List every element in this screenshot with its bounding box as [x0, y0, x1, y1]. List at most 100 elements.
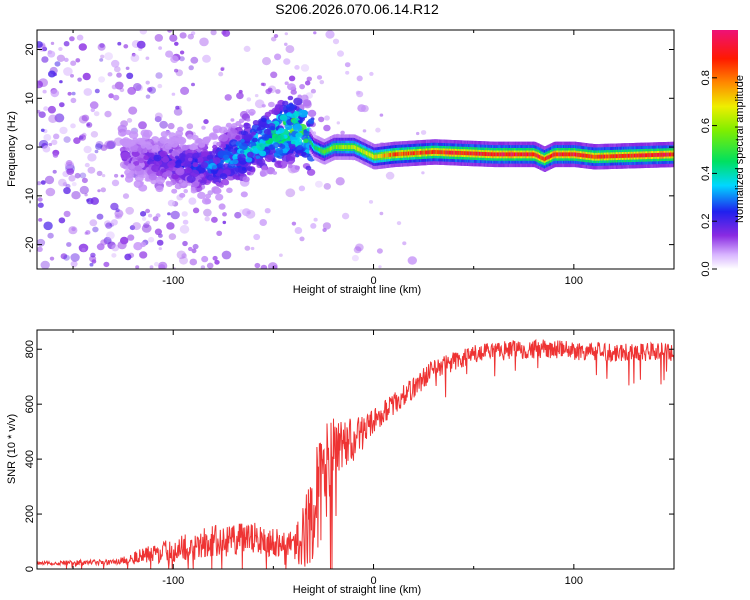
ridge-cell	[313, 144, 316, 149]
ridge-cell	[432, 150, 435, 154]
ridge-cell	[403, 151, 406, 156]
noise-blob	[84, 193, 88, 197]
noise-blob	[117, 41, 122, 46]
noise-blob	[148, 236, 155, 243]
noise-blob	[340, 130, 345, 135]
ridge-cell	[470, 151, 473, 156]
ridge-blob	[271, 134, 281, 142]
ridge-cell	[588, 154, 591, 159]
ridge-cell	[621, 154, 625, 158]
ridge-cell	[632, 153, 635, 158]
ridge-blob	[132, 157, 137, 162]
noise-blob	[111, 84, 118, 90]
snr-y-tick-label: 200	[24, 505, 36, 523]
ridge-cell	[587, 154, 590, 158]
ridge-blob	[190, 186, 196, 192]
noise-blob	[79, 185, 89, 195]
colorbar-tick-label: 0.6	[700, 118, 712, 133]
ridge-cell	[427, 150, 430, 155]
ridge-cell	[530, 152, 533, 157]
noise-blob	[323, 124, 331, 132]
noise-blob	[129, 225, 136, 231]
colorbar-tick-label: 0.8	[700, 70, 712, 85]
snr-panel: -100 0 100 0 200 400 600 800 Height of straight…	[6, 329, 675, 596]
noise-blob	[148, 86, 157, 94]
ridge-blob	[291, 119, 298, 124]
ridge-cell	[453, 150, 456, 155]
noise-blob	[173, 108, 183, 116]
noise-blob	[105, 222, 113, 229]
ridge-cell	[356, 146, 359, 151]
ridge-blob	[274, 160, 284, 168]
noise-blob	[117, 240, 127, 250]
ridge-cell	[606, 154, 609, 159]
snr-ticks: -100 0 100 0 200 400 600 800	[24, 330, 675, 587]
ridge-cell	[442, 150, 445, 155]
noise-blob	[315, 180, 323, 188]
ridge-cell	[332, 145, 335, 150]
noise-blob	[285, 188, 296, 198]
ridge-blob	[245, 157, 253, 163]
ridge-blob	[261, 117, 267, 123]
noise-blob	[336, 121, 340, 125]
ridge-cell	[421, 150, 424, 155]
ridge-blob	[181, 144, 189, 151]
ridge-cell	[617, 154, 620, 159]
ridge-cell	[398, 152, 401, 156]
noise-blob	[131, 52, 136, 57]
noise-blob	[69, 36, 75, 42]
ridge-cell	[309, 139, 312, 144]
noise-blob	[283, 58, 291, 65]
noise-blob	[65, 183, 71, 189]
noise-blob	[250, 246, 255, 251]
ridge-cell	[362, 149, 365, 154]
noise-blob	[49, 256, 55, 261]
noise-blob	[40, 180, 46, 185]
ridge-cell	[321, 149, 324, 153]
ridge-blob	[294, 165, 300, 170]
noise-blob	[264, 208, 271, 214]
noise-blob	[114, 173, 119, 178]
ridge-cell	[552, 153, 555, 158]
ridge-cell	[635, 153, 638, 158]
ridge-cell	[620, 154, 623, 158]
ridge-blob	[307, 109, 317, 117]
noise-blob	[59, 126, 68, 135]
ridge-cell	[441, 150, 444, 155]
ridge-cell	[489, 152, 492, 157]
ridge-cell	[409, 151, 412, 156]
ridge-blob	[283, 109, 289, 114]
ridge-blob	[216, 141, 222, 147]
ridge-cell	[338, 145, 341, 149]
ridge-cell	[471, 151, 474, 156]
ridge-cell	[602, 154, 605, 159]
ridge-blob	[128, 131, 139, 139]
noise-blob	[62, 182, 68, 187]
ridge-cell	[379, 154, 382, 159]
noise-blob	[122, 193, 130, 199]
ridge-cell	[670, 152, 673, 157]
ridge-cell	[325, 149, 328, 154]
noise-blob	[89, 219, 98, 227]
ridge-cell	[535, 153, 538, 158]
noise-blob	[60, 253, 68, 260]
ridge-blob	[155, 185, 164, 193]
noise-blob	[407, 256, 417, 265]
ridge-cell	[671, 152, 674, 157]
noise-blob	[101, 174, 106, 178]
ridge-cell	[519, 152, 522, 157]
ridge-blob	[171, 170, 176, 175]
noise-blob	[84, 162, 90, 168]
noise-blob	[47, 50, 56, 58]
colorbar-label: Normalized spectral amplitude	[734, 75, 746, 223]
ridge-blob	[140, 129, 150, 137]
ridge-cell	[551, 153, 554, 158]
ridge-cell	[478, 151, 482, 156]
ridge-cell	[521, 152, 524, 157]
noise-blob	[83, 145, 92, 154]
noise-blob	[114, 66, 121, 73]
ridge-cell	[414, 151, 417, 156]
noise-blob	[59, 80, 63, 84]
ridge-cell	[541, 156, 544, 160]
